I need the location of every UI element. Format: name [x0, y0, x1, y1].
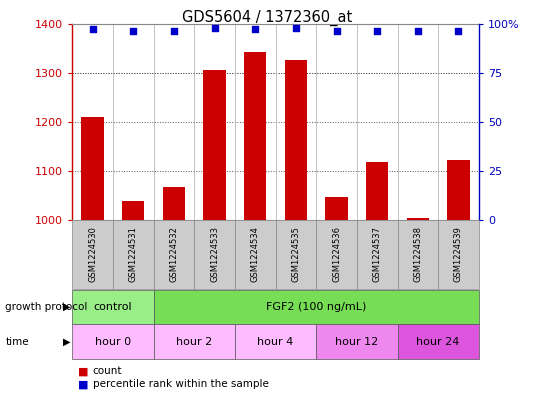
Point — [251, 26, 259, 33]
Text: hour 12: hour 12 — [335, 336, 378, 347]
Text: GSM1224535: GSM1224535 — [292, 226, 300, 283]
Bar — [366, 162, 388, 220]
Text: hour 0: hour 0 — [95, 336, 131, 347]
Text: GSM1224538: GSM1224538 — [414, 226, 422, 283]
Point — [88, 26, 97, 33]
Text: GSM1224532: GSM1224532 — [170, 226, 178, 283]
Bar — [285, 61, 307, 220]
Text: FGF2 (100 ng/mL): FGF2 (100 ng/mL) — [266, 302, 366, 312]
Bar — [163, 187, 185, 220]
Text: GSM1224536: GSM1224536 — [332, 226, 341, 283]
Bar — [203, 70, 226, 220]
Point — [170, 28, 178, 35]
Text: percentile rank within the sample: percentile rank within the sample — [93, 379, 269, 389]
Text: hour 2: hour 2 — [176, 336, 212, 347]
Bar — [81, 117, 104, 220]
Point — [414, 28, 422, 35]
Text: ■: ■ — [78, 379, 88, 389]
Text: GSM1224537: GSM1224537 — [373, 226, 381, 283]
Text: time: time — [5, 336, 29, 347]
Text: hour 4: hour 4 — [257, 336, 294, 347]
Text: GSM1224534: GSM1224534 — [251, 226, 259, 283]
Text: GSM1224533: GSM1224533 — [210, 226, 219, 283]
Text: ▶: ▶ — [63, 336, 71, 347]
Point — [292, 24, 300, 31]
Bar — [244, 51, 266, 220]
Text: growth protocol: growth protocol — [5, 302, 88, 312]
Bar — [407, 218, 429, 220]
Text: GDS5604 / 1372360_at: GDS5604 / 1372360_at — [182, 10, 353, 26]
Bar — [122, 201, 144, 220]
Text: hour 24: hour 24 — [416, 336, 460, 347]
Text: count: count — [93, 366, 122, 376]
Text: GSM1224530: GSM1224530 — [88, 226, 97, 283]
Point — [332, 28, 341, 35]
Text: GSM1224531: GSM1224531 — [129, 226, 137, 283]
Point — [373, 28, 381, 35]
Point — [210, 24, 219, 31]
Text: ▶: ▶ — [63, 302, 71, 312]
Text: control: control — [94, 302, 132, 312]
Text: GSM1224539: GSM1224539 — [454, 226, 463, 283]
Text: ■: ■ — [78, 366, 88, 376]
Bar — [325, 197, 348, 220]
Point — [454, 28, 463, 35]
Bar — [447, 160, 470, 220]
Point — [129, 28, 137, 35]
